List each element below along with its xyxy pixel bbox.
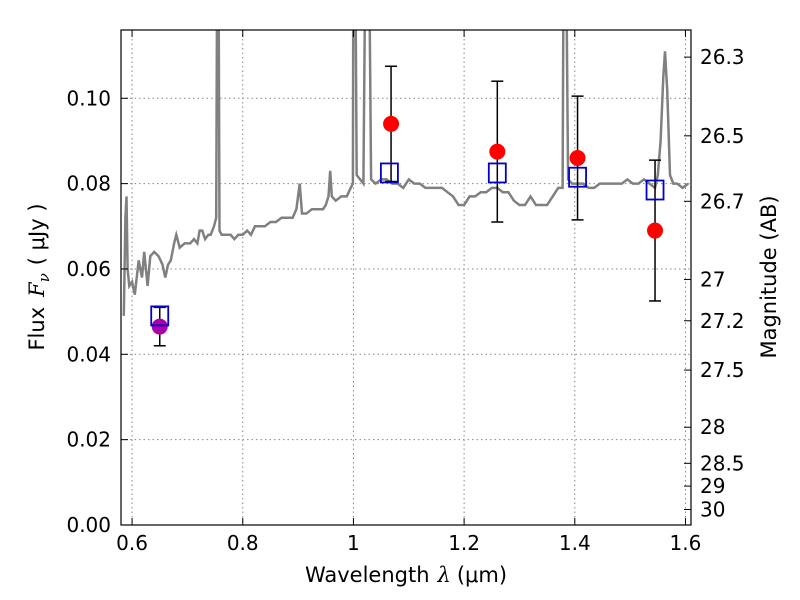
x-axis-label: Wavelength λ (μm) [305,563,507,587]
model-point [645,179,665,201]
y-tick-labels: 0.00 0.02 0.04 0.06 0.08 0.10 [66,86,111,537]
observed-point [489,143,506,160]
y-tick-label: 0.08 [66,172,111,196]
observed-point [647,222,664,239]
y2-tick-label: 26.3 [700,45,745,69]
y2-tick-label: 26.7 [700,189,745,213]
observed-points [151,115,664,335]
x-tick-label: 1.2 [448,531,480,555]
model-points [150,162,665,327]
y-tick-label: 0.04 [66,342,111,366]
axis-ticks [121,30,691,526]
model-point [568,166,587,188]
y2-tick-label: 27.2 [700,309,745,333]
observed-point [569,150,586,167]
y2-axis-label: Magnitude (AB) [757,195,781,358]
x-tick-label: 1.4 [559,531,591,555]
y2-tick-label: 27 [700,267,725,291]
y2-tick-label: 26.5 [700,124,745,148]
grid-lines [121,30,691,525]
y-tick-label: 0.02 [66,428,111,452]
model-point [487,162,507,184]
x-tick-labels: 0.6 0.8 1 1.2 1.4 1.6 [116,531,701,555]
spectrum-line [122,30,689,316]
y-tick-label: 0.06 [66,257,111,281]
x-tick-label: 0.8 [227,531,259,555]
y2-tick-label: 27.5 [700,358,745,382]
observed-point [383,115,400,132]
x-tick-label: 1 [347,531,360,555]
plot-frame [120,29,692,526]
x-tick-label: 1.6 [670,531,702,555]
model-point [379,162,399,184]
model-point [150,305,170,327]
plot-area [122,30,689,347]
error-bars [153,65,662,347]
x-tick-label: 0.6 [116,531,148,555]
y-tick-label: 0.00 [66,513,111,537]
y2-tick-label: 28 [700,415,725,439]
y2-tick-label: 29 [700,474,725,498]
y2-tick-label: 28.5 [700,451,745,475]
y-tick-label: 0.10 [66,86,111,110]
y-axis-label: FluxFν( μJy ) [25,203,53,350]
y2-tick-label: 30 [700,498,725,522]
observed-point [151,318,168,335]
